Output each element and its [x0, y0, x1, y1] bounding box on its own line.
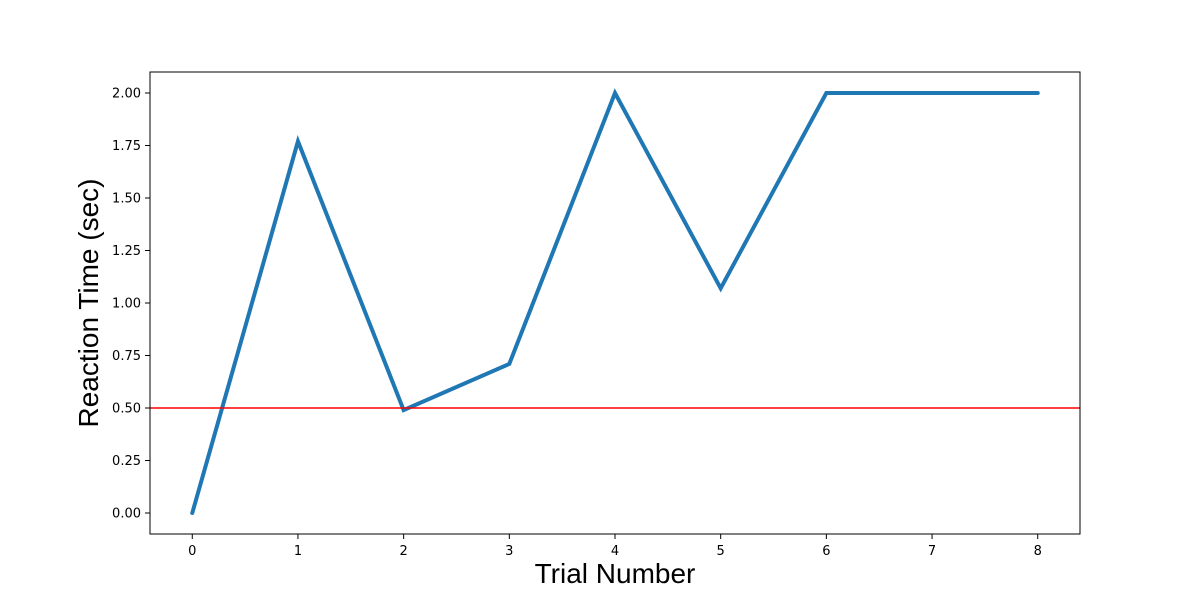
y-tick-label: 1.50 [112, 192, 141, 207]
y-tick-label: 1.00 [112, 297, 141, 312]
plot-layer [150, 88, 1080, 515]
x-tick-label: 2 [399, 544, 407, 559]
series-line-0 [190, 88, 1040, 515]
x-tick-label: 7 [928, 544, 936, 559]
y-tick-label: 1.25 [112, 244, 141, 259]
y-tick-label: 0.25 [112, 454, 141, 469]
y-tick-label: 1.75 [112, 139, 141, 154]
x-tick-label: 6 [822, 544, 830, 559]
x-tick-label: 3 [505, 544, 513, 559]
y-tick-label: 2.00 [112, 87, 141, 102]
plot-area-frame [149, 71, 1081, 535]
x-axis-title: Trial Number [535, 558, 696, 589]
x-tick-label: 4 [611, 544, 619, 559]
ticks-layer: 0 1 2 3 4 5 6 7 8 0.00 0.25 0.50 0.75 1.00 1.25 1.50 1.7… [112, 87, 1042, 560]
y-axis-title: Reaction Time (sec) [73, 179, 104, 428]
y-tick-label: 0.50 [112, 402, 141, 417]
y-tick-label: 0.75 [112, 349, 141, 364]
x-tick-label: 8 [1034, 544, 1042, 559]
x-tick-label: 0 [188, 544, 196, 559]
x-tick-label: 1 [294, 544, 302, 559]
x-tick-label: 5 [717, 544, 725, 559]
y-tick-label: 0.00 [112, 507, 141, 522]
